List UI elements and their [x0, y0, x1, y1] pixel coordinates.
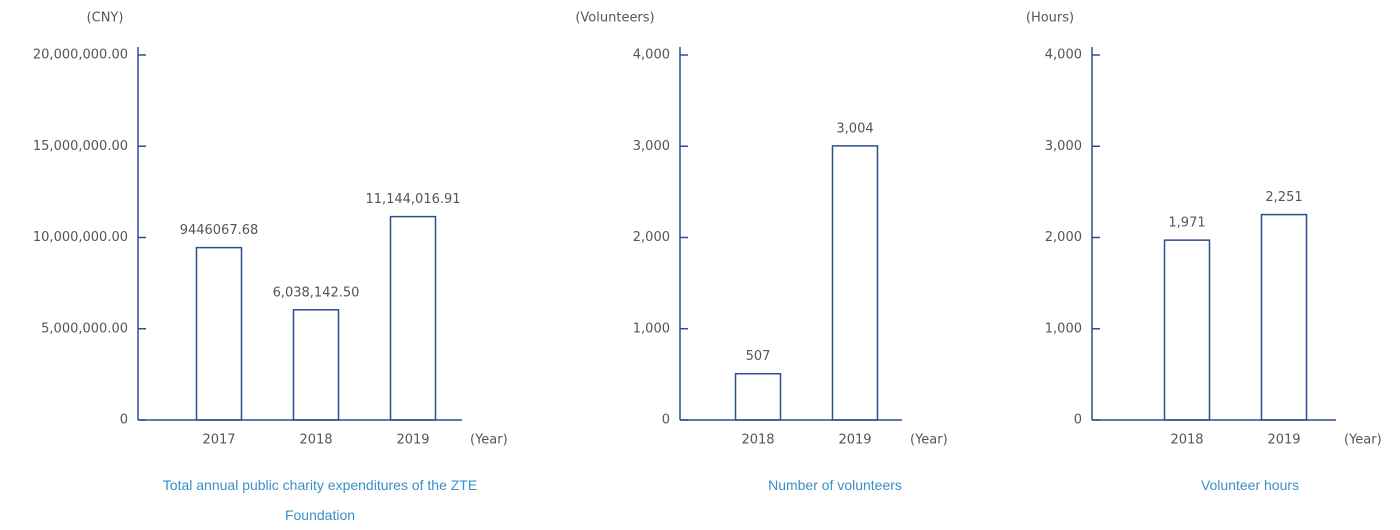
y-tick-label: 4,000 [1045, 48, 1082, 63]
x-tick-label: 2019 [396, 433, 429, 448]
x-tick-label: 2019 [838, 433, 871, 448]
y-tick-label: 20,000,000.00 [33, 48, 128, 63]
y-tick-label: 2,000 [633, 230, 670, 245]
bar [292, 309, 340, 421]
y-unit-label: (CNY) [87, 11, 124, 26]
x-unit-label: (Year) [1344, 433, 1382, 448]
x-tick-label: 2019 [1267, 433, 1300, 448]
bar [734, 372, 782, 421]
y-tick-label: 1,000 [633, 321, 670, 336]
value-label: 9446067.68 [180, 223, 259, 238]
y-unit-label: (Hours) [1026, 11, 1074, 26]
y-tick-label: 5,000,000.00 [41, 321, 128, 336]
y-tick-label: 0 [1074, 413, 1082, 428]
x-tick-label: 2017 [202, 433, 235, 448]
x-tick-label: 2018 [1170, 433, 1203, 448]
y-tick-label: 2,000 [1045, 230, 1082, 245]
value-label: 6,038,142.50 [273, 285, 360, 300]
value-label: 11,144,016.91 [365, 192, 460, 207]
x-unit-label: (Year) [470, 433, 508, 448]
y-unit-label: (Volunteers) [575, 11, 654, 26]
bar [389, 215, 437, 421]
bar [831, 145, 879, 421]
bar [1260, 213, 1308, 421]
x-unit-label: (Year) [910, 433, 948, 448]
value-label: 507 [746, 349, 771, 364]
y-tick-label: 0 [120, 413, 128, 428]
y-tick-label: 4,000 [633, 48, 670, 63]
bar [195, 246, 243, 421]
y-tick-label: 3,000 [1045, 139, 1082, 154]
y-tick-label: 10,000,000.00 [33, 230, 128, 245]
x-tick-label: 2018 [299, 433, 332, 448]
value-label: 1,971 [1168, 216, 1205, 231]
value-label: 2,251 [1265, 190, 1302, 205]
bar [1163, 239, 1211, 421]
y-tick-label: 3,000 [633, 139, 670, 154]
chart-title: Volunteer hours [1200, 477, 1300, 493]
chart-title: Total annual public charity expenditures… [162, 477, 478, 523]
y-tick-label: 15,000,000.00 [33, 139, 128, 154]
chart-title: Number of volunteers [768, 477, 902, 493]
value-label: 3,004 [836, 121, 873, 136]
y-tick-label: 1,000 [1045, 321, 1082, 336]
y-tick-label: 0 [662, 413, 670, 428]
x-tick-label: 2018 [741, 433, 774, 448]
